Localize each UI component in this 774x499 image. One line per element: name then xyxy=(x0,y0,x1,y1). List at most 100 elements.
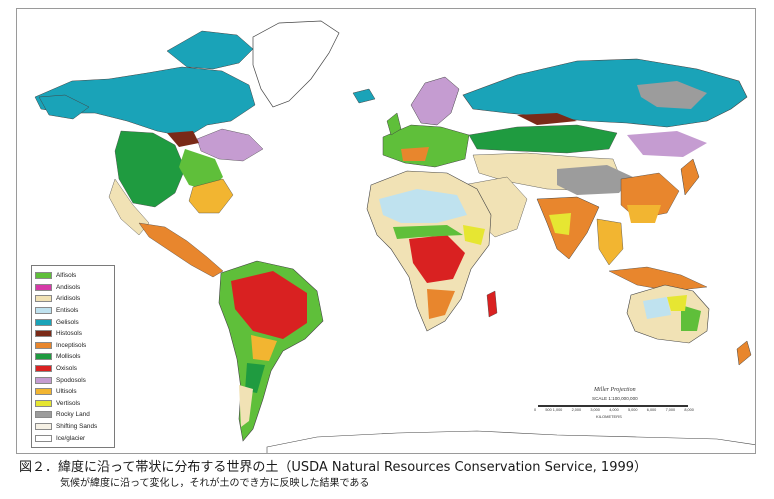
scale-tick: 2,000 xyxy=(571,408,582,412)
projection-label: Miller Projection xyxy=(594,387,636,393)
legend-item: Gelisols xyxy=(35,316,111,328)
legend-item: Vertisols xyxy=(35,398,111,410)
scale-ticks: 0 500 1,000 2,000 3,000 4,000 5,000 6,000 7,000… xyxy=(534,408,694,412)
legend-label: Histosols xyxy=(56,330,82,338)
legend-item: Spodosols xyxy=(35,374,111,386)
legend-swatch xyxy=(35,330,52,338)
south-america xyxy=(218,260,324,442)
na-ultisols xyxy=(188,178,234,214)
legend-item: Inceptisols xyxy=(35,340,111,352)
japan xyxy=(680,158,700,196)
scale-bar xyxy=(538,405,688,407)
alaska xyxy=(38,94,90,120)
tibet-rocky xyxy=(557,165,633,195)
antarctica xyxy=(266,430,755,453)
new-zealand xyxy=(736,340,752,366)
sa-mollisols xyxy=(245,363,265,393)
world-soil-map: Miller Projection SCALE 1:100,000,000 0 5… xyxy=(16,8,756,454)
legend-item: Alfisols xyxy=(35,270,111,282)
legend-label: Rocky Land xyxy=(56,411,90,419)
legend-label: Gelisols xyxy=(56,318,79,326)
legend-item: Entisols xyxy=(35,305,111,317)
legend-swatch xyxy=(35,353,52,361)
mexico xyxy=(138,222,224,278)
legend-swatch xyxy=(35,399,52,407)
asia-rocky-north xyxy=(637,81,707,109)
na-alfisols xyxy=(179,149,223,191)
legend-swatch xyxy=(35,411,52,419)
europe-inceptisols xyxy=(401,147,429,161)
scale-label: SCALE 1:100,000,000 xyxy=(592,396,638,401)
china-ultisols-south xyxy=(627,205,661,223)
sa-aridisols xyxy=(239,385,253,427)
legend-item: Histosols xyxy=(35,328,111,340)
asia-mollisols xyxy=(468,124,618,154)
legend-label: Vertisols xyxy=(56,399,81,407)
indonesia xyxy=(608,266,708,292)
legend-item: Oxisols xyxy=(35,363,111,375)
legend-item: Ice/glacier xyxy=(35,432,111,444)
legend-swatch xyxy=(35,376,52,384)
legend-label: Aridisols xyxy=(56,295,81,303)
asia-spodosols xyxy=(627,131,707,157)
scale-tick: 6,000 xyxy=(646,408,657,412)
se-asia xyxy=(596,218,624,266)
asia-histosols xyxy=(517,113,577,125)
sahara-entisols xyxy=(379,189,467,223)
madagascar xyxy=(486,290,498,318)
africa xyxy=(366,170,498,332)
europe xyxy=(352,76,470,168)
australia-vertisols xyxy=(667,295,687,311)
legend-label: Ultisols xyxy=(56,388,77,396)
africa-south-mix xyxy=(427,289,455,319)
uk xyxy=(386,112,402,136)
legend-swatch xyxy=(35,365,52,373)
caption-subtitle: 気候が緯度に沿って変化し，それが土のでき方に反映した結果である xyxy=(60,478,370,489)
sa-ultisols xyxy=(251,335,277,361)
north-america-gelisols xyxy=(34,66,256,138)
legend-swatch xyxy=(35,434,52,442)
figure-caption: 図２．緯度に沿って帯状に分布する世界の土（USDA Natural Resour… xyxy=(19,460,647,491)
legend-label: Ice/glacier xyxy=(56,434,86,442)
greenland xyxy=(252,20,340,108)
legend-swatch xyxy=(35,295,52,303)
legend-label: Oxisols xyxy=(56,365,77,373)
india-vertisols xyxy=(549,213,571,235)
australia-alfisols xyxy=(681,305,701,331)
australia xyxy=(626,284,752,366)
legend-item: Shifting Sands xyxy=(35,421,111,433)
legend-item: Mollisols xyxy=(35,351,111,363)
legend-item: Rocky Land xyxy=(35,409,111,421)
africa-oxisols xyxy=(409,235,465,283)
legend-item: Ultisols xyxy=(35,386,111,398)
map-scale: Miller Projection SCALE 1:100,000,000 0 5… xyxy=(534,387,694,427)
scale-tick: 5,000 xyxy=(627,408,638,412)
legend-label: Andisols xyxy=(56,283,81,291)
legend-swatch xyxy=(35,341,52,349)
legend-swatch xyxy=(35,318,52,326)
arctic-islands xyxy=(166,30,254,70)
scale-tick: 7,000 xyxy=(665,408,676,412)
legend-label: Shifting Sands xyxy=(56,423,98,431)
legend-swatch xyxy=(35,307,52,315)
legend-swatch xyxy=(35,272,52,280)
na-aridisols-west xyxy=(108,178,150,236)
legend-label: Alfisols xyxy=(56,272,77,280)
na-spodosols xyxy=(196,128,264,162)
north-america xyxy=(34,20,340,278)
legend-item: Andisols xyxy=(35,282,111,294)
na-histosols xyxy=(167,131,199,147)
legend-label: Mollisols xyxy=(56,353,81,361)
asia xyxy=(462,58,748,292)
legend-item: Aridisols xyxy=(35,293,111,305)
scale-tick: 500 1,000 xyxy=(545,408,563,412)
legend-swatch xyxy=(35,388,52,396)
scandinavia xyxy=(410,76,460,126)
legend-swatch xyxy=(35,283,52,291)
na-mollisols xyxy=(114,130,186,208)
scale-tick: 8,000 xyxy=(684,408,694,412)
legend-label: Spodosols xyxy=(56,376,86,384)
africa-alfisols xyxy=(393,225,463,239)
scale-tick: 0 xyxy=(534,408,537,412)
scale-unit: KILOMETERS xyxy=(596,414,622,419)
